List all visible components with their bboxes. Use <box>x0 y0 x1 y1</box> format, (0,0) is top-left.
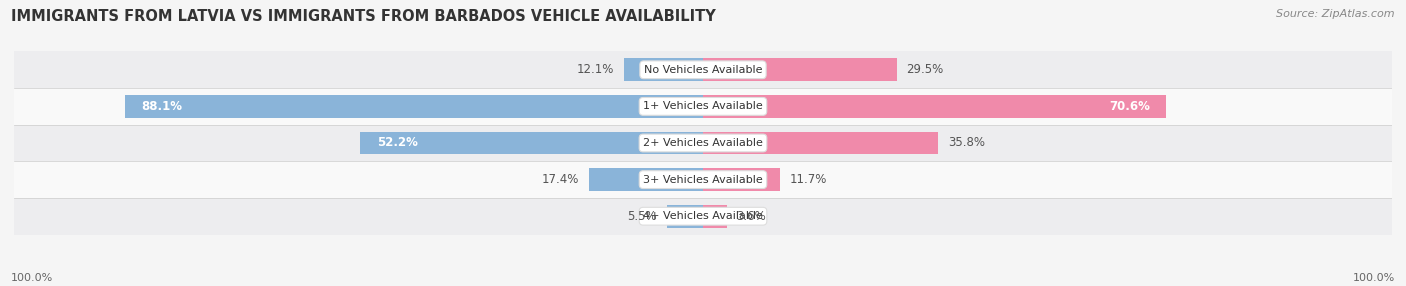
Bar <box>589 168 703 191</box>
Text: 5.5%: 5.5% <box>627 210 657 223</box>
Bar <box>666 205 703 228</box>
Text: 4+ Vehicles Available: 4+ Vehicles Available <box>643 211 763 221</box>
Bar <box>14 88 1392 125</box>
Text: 52.2%: 52.2% <box>377 136 418 150</box>
Text: 1+ Vehicles Available: 1+ Vehicles Available <box>643 102 763 111</box>
Text: 3+ Vehicles Available: 3+ Vehicles Available <box>643 175 763 184</box>
Text: IMMIGRANTS FROM LATVIA VS IMMIGRANTS FROM BARBADOS VEHICLE AVAILABILITY: IMMIGRANTS FROM LATVIA VS IMMIGRANTS FRO… <box>11 9 716 23</box>
Bar <box>703 95 1166 118</box>
Text: 11.7%: 11.7% <box>790 173 827 186</box>
Bar <box>703 132 938 154</box>
Text: 88.1%: 88.1% <box>142 100 183 113</box>
Text: 29.5%: 29.5% <box>907 63 943 76</box>
Text: 100.0%: 100.0% <box>11 273 53 283</box>
Bar <box>14 198 1392 235</box>
Bar <box>703 205 727 228</box>
Text: Source: ZipAtlas.com: Source: ZipAtlas.com <box>1277 9 1395 19</box>
Bar <box>703 168 780 191</box>
Text: 2+ Vehicles Available: 2+ Vehicles Available <box>643 138 763 148</box>
Text: 3.6%: 3.6% <box>737 210 766 223</box>
Bar <box>14 125 1392 161</box>
Bar <box>360 132 703 154</box>
Bar <box>703 58 897 81</box>
Bar <box>624 58 703 81</box>
Text: 17.4%: 17.4% <box>541 173 579 186</box>
Bar <box>14 161 1392 198</box>
Bar <box>125 95 703 118</box>
Text: 12.1%: 12.1% <box>576 63 614 76</box>
Text: 70.6%: 70.6% <box>1109 100 1150 113</box>
Text: 100.0%: 100.0% <box>1353 273 1395 283</box>
Bar <box>14 51 1392 88</box>
Text: No Vehicles Available: No Vehicles Available <box>644 65 762 75</box>
Text: 35.8%: 35.8% <box>948 136 984 150</box>
